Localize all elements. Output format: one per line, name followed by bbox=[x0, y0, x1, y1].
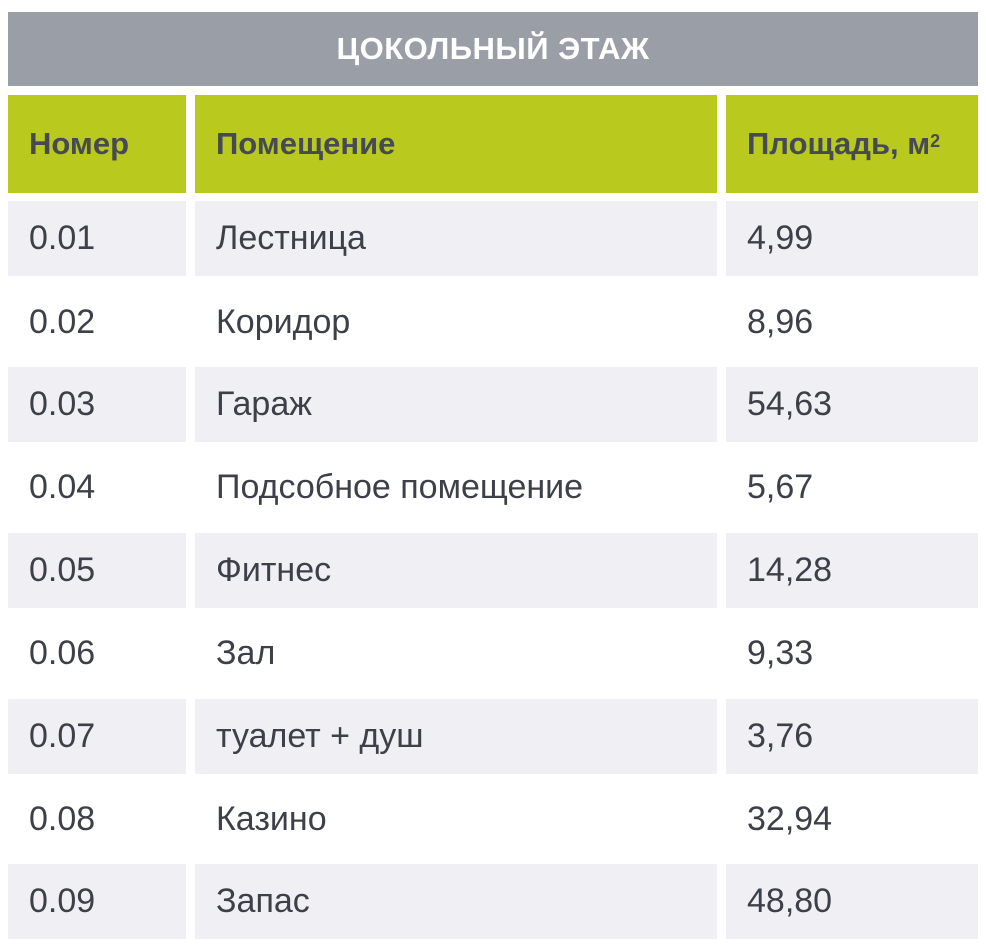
table-row-number: 0.06 bbox=[8, 616, 186, 691]
table-row-number: 0.07 bbox=[8, 699, 186, 774]
table-row-number: 0.08 bbox=[8, 782, 186, 857]
table-row-number: 0.01 bbox=[8, 201, 186, 276]
table-row-area: 48,80 bbox=[726, 864, 978, 939]
table-row-area: 4,99 bbox=[726, 201, 978, 276]
table-title: ЦОКОЛЬНЫЙ ЭТАЖ bbox=[8, 12, 978, 86]
table-row-room: Подсобное помещение bbox=[195, 450, 717, 525]
column-header-area-superscript: 2 bbox=[930, 130, 941, 151]
table-row-number: 0.03 bbox=[8, 367, 186, 442]
table-row-area: 5,67 bbox=[726, 450, 978, 525]
column-header-room: Помещение bbox=[195, 95, 717, 193]
table-row-number: 0.02 bbox=[8, 285, 186, 360]
column-header-number: Номер bbox=[8, 95, 186, 193]
table-row-number: 0.05 bbox=[8, 533, 186, 608]
column-header-area-label: Площадь, м bbox=[747, 126, 931, 161]
table-row-room: Гараж bbox=[195, 367, 717, 442]
table-row-area: 14,28 bbox=[726, 533, 978, 608]
table-row-number: 0.04 bbox=[8, 450, 186, 525]
table-row-number: 0.09 bbox=[8, 864, 186, 939]
table-row-room: Запас bbox=[195, 864, 717, 939]
table-row-area: 8,96 bbox=[726, 285, 978, 360]
table-row-area: 54,63 bbox=[726, 367, 978, 442]
table-row-room: Казино bbox=[195, 782, 717, 857]
table-row-room: Коридор bbox=[195, 285, 717, 360]
table-row-area: 32,94 bbox=[726, 782, 978, 857]
table-row-room: Фитнес bbox=[195, 533, 717, 608]
table-row-room: Зал bbox=[195, 616, 717, 691]
table-row-area: 9,33 bbox=[726, 616, 978, 691]
table-row-room: Лестница bbox=[195, 201, 717, 276]
table-row-room: туалет + душ bbox=[195, 699, 717, 774]
table-row-area: 3,76 bbox=[726, 699, 978, 774]
